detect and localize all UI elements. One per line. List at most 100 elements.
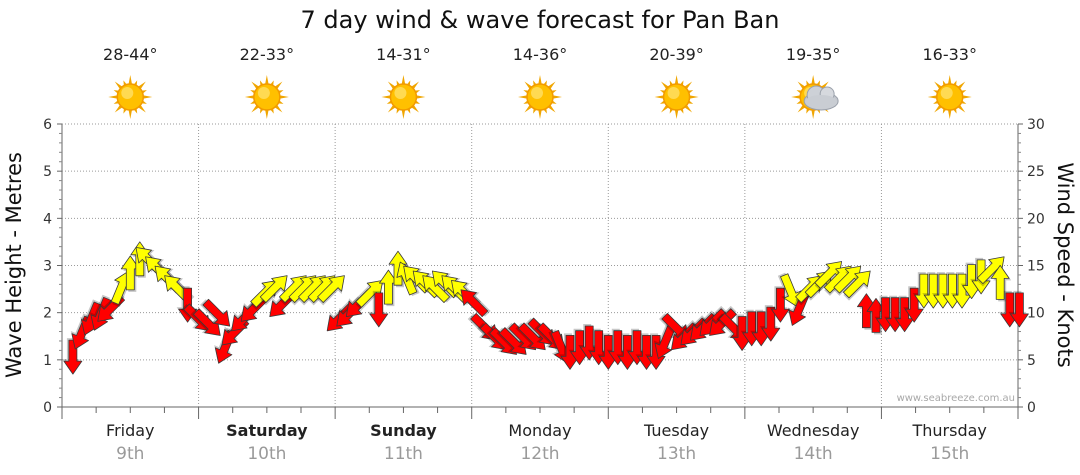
wind-arrow bbox=[903, 286, 924, 323]
left-tick-label: 5 bbox=[43, 164, 52, 180]
sun-icon bbox=[108, 75, 153, 119]
credit-text: www.seabreeze.com.au bbox=[897, 393, 1015, 404]
wind-arrow-body bbox=[842, 270, 871, 299]
sun-ray bbox=[128, 108, 133, 119]
sun-ray bbox=[961, 95, 972, 99]
weather-row: 28-44° 22-33° 14-31° 14-36° 20-39° 19-35° 16-3… bbox=[103, 45, 977, 119]
wind-arrow-body bbox=[369, 292, 389, 328]
sun-ray bbox=[142, 95, 153, 99]
right-tick-label: 0 bbox=[1027, 400, 1036, 416]
wind-arrow bbox=[460, 289, 491, 318]
left-tick-label: 6 bbox=[43, 117, 52, 133]
wind-arrow-body bbox=[1010, 292, 1029, 328]
day-name-label: Tuesday bbox=[643, 421, 709, 440]
sun-cloud-icon bbox=[791, 75, 839, 119]
day-name-label: Wednesday bbox=[767, 421, 860, 440]
temperature-range-label: 14-31° bbox=[376, 45, 431, 64]
left-tick-label: 0 bbox=[43, 400, 52, 416]
left-axis-title: Wave Height - Metres bbox=[2, 152, 26, 378]
left-tick-label: 2 bbox=[43, 306, 52, 322]
wind-arrow-body bbox=[780, 273, 801, 308]
day-date-label: 15th bbox=[930, 444, 969, 464]
day-name-label: Thursday bbox=[912, 421, 987, 440]
sun-icon bbox=[927, 75, 972, 119]
sun-ray bbox=[551, 95, 562, 99]
sun-ray bbox=[401, 108, 406, 119]
wind-arrow bbox=[777, 272, 801, 308]
day-date-label: 14th bbox=[794, 444, 833, 464]
sun-ray bbox=[264, 75, 269, 86]
chart-title: 7 day wind & wave forecast for Pan Ban bbox=[301, 6, 780, 34]
sun-ray bbox=[381, 95, 392, 99]
right-axis: 0 5 10 15 20 25 30 bbox=[1018, 117, 1045, 416]
sun-highlight bbox=[394, 87, 407, 99]
left-tick-label: 3 bbox=[43, 259, 52, 275]
wind-arrow bbox=[842, 270, 871, 301]
sun-ray bbox=[401, 75, 406, 86]
temperature-range-label: 16-33° bbox=[922, 45, 977, 64]
wind-arrow-body bbox=[317, 275, 345, 303]
sun-ray bbox=[415, 95, 426, 99]
wind-arrow bbox=[317, 275, 345, 306]
left-tick-label: 4 bbox=[43, 211, 52, 227]
day-date-label: 9th bbox=[116, 444, 144, 464]
sun-ray bbox=[927, 95, 938, 99]
temperature-range-label: 14-36° bbox=[513, 45, 568, 64]
wind-arrow bbox=[259, 275, 288, 306]
sun-ray bbox=[947, 108, 952, 119]
sun-highlight bbox=[257, 87, 270, 99]
sun-highlight bbox=[121, 87, 134, 99]
right-tick-label: 25 bbox=[1027, 164, 1045, 180]
right-tick-label: 10 bbox=[1027, 306, 1045, 322]
sun-ray bbox=[654, 95, 665, 99]
sun-highlight bbox=[531, 87, 543, 99]
day-date-label: 13th bbox=[657, 444, 696, 464]
cloud-shape bbox=[805, 95, 838, 109]
day-date-label: 10th bbox=[247, 444, 286, 464]
day-name-label: Sunday bbox=[370, 421, 437, 440]
sun-ray bbox=[674, 75, 679, 86]
wind-arrow-body bbox=[904, 287, 924, 323]
right-tick-label: 30 bbox=[1027, 117, 1045, 133]
sun-ray bbox=[538, 108, 542, 119]
day-date-label: 11th bbox=[384, 444, 423, 464]
day-name-label: Saturday bbox=[226, 421, 308, 440]
x-axis: Friday 9th Saturday 10th Sunday 11th Monday 12t… bbox=[61, 407, 1019, 464]
sun-highlight bbox=[667, 87, 680, 99]
right-tick-label: 5 bbox=[1027, 353, 1036, 369]
day-date-label: 12th bbox=[520, 444, 559, 464]
wind-arrow bbox=[200, 298, 231, 327]
day-name-label: Monday bbox=[508, 421, 571, 440]
sun-ray bbox=[108, 95, 119, 99]
sun-icon bbox=[244, 75, 289, 119]
sun-ray bbox=[947, 75, 952, 86]
day-name-label: Friday bbox=[106, 421, 155, 440]
sun-ray bbox=[688, 95, 699, 99]
sun-icon bbox=[654, 75, 699, 119]
sun-ray bbox=[674, 108, 679, 119]
temperature-range-label: 28-44° bbox=[103, 45, 158, 64]
wind-arrow-body bbox=[646, 334, 666, 370]
sun-ray bbox=[278, 95, 289, 99]
wind-arrow bbox=[990, 264, 1012, 302]
sun-icon bbox=[518, 75, 562, 119]
sun-ray bbox=[128, 75, 133, 86]
sun-ray bbox=[538, 75, 542, 86]
temperature-range-label: 19-35° bbox=[786, 45, 841, 64]
wind-arrow-body bbox=[259, 275, 288, 303]
wind-arrow-body bbox=[761, 306, 781, 342]
wind-arrow-body bbox=[388, 250, 408, 286]
grid-lines bbox=[62, 123, 1018, 407]
sun-ray bbox=[244, 95, 256, 99]
sun-ray bbox=[518, 95, 529, 99]
wind-arrow-body bbox=[202, 298, 231, 327]
sun-ray bbox=[264, 108, 269, 119]
sun-highlight bbox=[940, 87, 953, 99]
sun-ray bbox=[811, 108, 816, 119]
wind-arrow bbox=[769, 286, 790, 323]
right-tick-label: 20 bbox=[1027, 211, 1045, 227]
sun-icon bbox=[381, 75, 426, 119]
left-axis: 0 1 2 3 4 5 6 bbox=[43, 117, 62, 416]
wind-arrows bbox=[61, 241, 1029, 375]
sun-ray bbox=[811, 75, 816, 86]
